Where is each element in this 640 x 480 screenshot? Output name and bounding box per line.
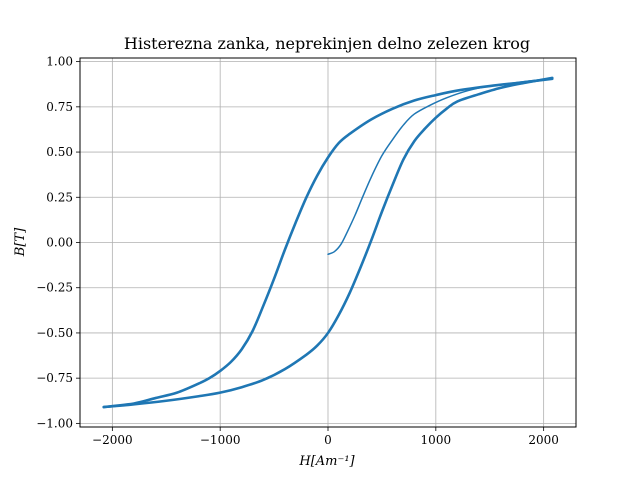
x-tick-label: 1000 xyxy=(421,433,452,447)
y-tick-label: −1.00 xyxy=(36,416,73,430)
y-axis-ticks: −1.00 −0.75 −0.50 −0.25 0.00 0.25 0.50 0.75 1.00 xyxy=(36,55,80,430)
y-tick-label: 1.00 xyxy=(46,55,73,69)
series-line-upper-branch xyxy=(102,77,554,409)
y-tick-label: −0.25 xyxy=(36,281,73,295)
x-tick-label: −1000 xyxy=(200,433,241,447)
y-tick-label: 0.75 xyxy=(46,100,73,114)
series-layer xyxy=(102,76,554,409)
x-tick-label: −2000 xyxy=(92,433,133,447)
x-tick-label: 2000 xyxy=(528,433,559,447)
series-line-initial-magnetization xyxy=(327,78,554,256)
y-tick-label: −0.50 xyxy=(36,326,73,340)
x-axis-label: H[Am⁻¹] xyxy=(298,454,355,469)
y-tick-label: 0.50 xyxy=(46,145,73,159)
grid xyxy=(80,58,576,427)
y-tick-label: −0.75 xyxy=(36,371,73,385)
y-tick-label: 0.00 xyxy=(46,236,73,250)
y-tick-label: 0.25 xyxy=(46,190,73,204)
x-tick-label: 0 xyxy=(324,433,332,447)
series-line-lower-branch xyxy=(102,76,554,409)
y-axis-label: B[T] xyxy=(13,227,28,257)
x-axis-ticks: −2000 −1000 0 1000 2000 xyxy=(92,427,559,447)
chart-title: Histerezna zanka, neprekinjen delno zele… xyxy=(124,34,530,53)
